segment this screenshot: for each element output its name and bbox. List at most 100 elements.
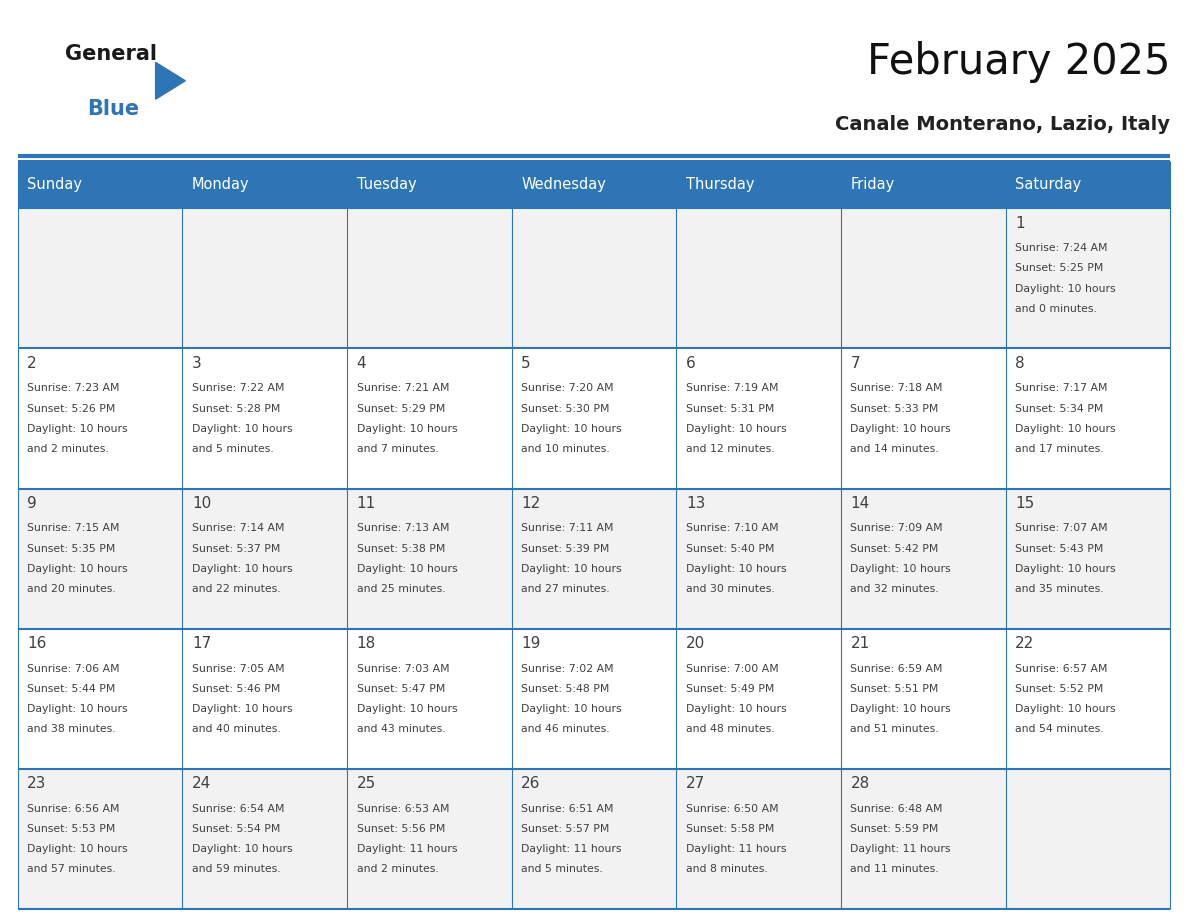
Text: Sunset: 5:25 PM: Sunset: 5:25 PM bbox=[1015, 263, 1104, 274]
Text: 10: 10 bbox=[192, 496, 211, 511]
Bar bbox=[512, 161, 676, 208]
Text: and 35 minutes.: and 35 minutes. bbox=[1015, 584, 1104, 594]
Bar bbox=[676, 208, 841, 349]
Text: Sunset: 5:30 PM: Sunset: 5:30 PM bbox=[522, 404, 609, 413]
Bar bbox=[841, 768, 1005, 909]
Text: Sunrise: 7:21 AM: Sunrise: 7:21 AM bbox=[356, 384, 449, 393]
Text: 15: 15 bbox=[1015, 496, 1035, 511]
Text: Daylight: 10 hours: Daylight: 10 hours bbox=[685, 424, 786, 433]
Text: Sunrise: 7:07 AM: Sunrise: 7:07 AM bbox=[1015, 523, 1107, 533]
Bar bbox=[1005, 161, 1170, 208]
Text: 16: 16 bbox=[27, 636, 46, 651]
Text: 13: 13 bbox=[685, 496, 706, 511]
Text: General: General bbox=[65, 44, 157, 64]
Text: Sunrise: 6:56 AM: Sunrise: 6:56 AM bbox=[27, 803, 120, 813]
Text: and 17 minutes.: and 17 minutes. bbox=[1015, 444, 1104, 453]
Bar bbox=[841, 629, 1005, 768]
Text: and 30 minutes.: and 30 minutes. bbox=[685, 584, 775, 594]
Text: Sunrise: 7:23 AM: Sunrise: 7:23 AM bbox=[27, 384, 120, 393]
Text: 3: 3 bbox=[192, 356, 202, 371]
Text: Sunset: 5:57 PM: Sunset: 5:57 PM bbox=[522, 823, 609, 834]
Text: Sunrise: 7:13 AM: Sunrise: 7:13 AM bbox=[356, 523, 449, 533]
Bar bbox=[347, 768, 512, 909]
Text: and 27 minutes.: and 27 minutes. bbox=[522, 584, 609, 594]
Bar bbox=[347, 161, 512, 208]
Text: 9: 9 bbox=[27, 496, 37, 511]
Text: Sunset: 5:58 PM: Sunset: 5:58 PM bbox=[685, 823, 775, 834]
Text: 21: 21 bbox=[851, 636, 870, 651]
Text: Daylight: 10 hours: Daylight: 10 hours bbox=[27, 424, 128, 433]
Text: Sunrise: 7:19 AM: Sunrise: 7:19 AM bbox=[685, 384, 778, 393]
Text: Sunset: 5:47 PM: Sunset: 5:47 PM bbox=[356, 684, 446, 694]
Text: Sunrise: 7:14 AM: Sunrise: 7:14 AM bbox=[192, 523, 284, 533]
Text: Sunrise: 7:09 AM: Sunrise: 7:09 AM bbox=[851, 523, 943, 533]
Bar bbox=[18, 161, 183, 208]
Text: Daylight: 10 hours: Daylight: 10 hours bbox=[356, 424, 457, 433]
Text: Sunset: 5:42 PM: Sunset: 5:42 PM bbox=[851, 543, 939, 554]
Text: and 2 minutes.: and 2 minutes. bbox=[27, 444, 109, 453]
Text: Daylight: 10 hours: Daylight: 10 hours bbox=[356, 704, 457, 714]
Text: Daylight: 10 hours: Daylight: 10 hours bbox=[27, 704, 128, 714]
Text: and 43 minutes.: and 43 minutes. bbox=[356, 724, 446, 734]
Text: and 51 minutes.: and 51 minutes. bbox=[851, 724, 939, 734]
Text: Sunset: 5:35 PM: Sunset: 5:35 PM bbox=[27, 543, 115, 554]
Text: and 25 minutes.: and 25 minutes. bbox=[356, 584, 446, 594]
Text: Sunset: 5:38 PM: Sunset: 5:38 PM bbox=[356, 543, 446, 554]
Bar bbox=[512, 349, 676, 488]
Text: Sunset: 5:52 PM: Sunset: 5:52 PM bbox=[1015, 684, 1104, 694]
Text: Sunset: 5:48 PM: Sunset: 5:48 PM bbox=[522, 684, 609, 694]
Text: Sunrise: 6:54 AM: Sunrise: 6:54 AM bbox=[192, 803, 284, 813]
Bar bbox=[1005, 488, 1170, 629]
Text: Sunset: 5:43 PM: Sunset: 5:43 PM bbox=[1015, 543, 1104, 554]
Text: 19: 19 bbox=[522, 636, 541, 651]
Text: 25: 25 bbox=[356, 776, 375, 791]
Bar bbox=[676, 349, 841, 488]
Text: 1: 1 bbox=[1015, 216, 1025, 230]
Text: February 2025: February 2025 bbox=[867, 41, 1170, 84]
Text: and 5 minutes.: and 5 minutes. bbox=[522, 864, 604, 874]
Text: Daylight: 10 hours: Daylight: 10 hours bbox=[685, 704, 786, 714]
Text: Thursday: Thursday bbox=[685, 177, 754, 192]
Text: and 8 minutes.: and 8 minutes. bbox=[685, 864, 767, 874]
Text: and 54 minutes.: and 54 minutes. bbox=[1015, 724, 1104, 734]
Text: Sunrise: 7:05 AM: Sunrise: 7:05 AM bbox=[192, 664, 285, 674]
Text: Daylight: 10 hours: Daylight: 10 hours bbox=[1015, 424, 1116, 433]
Text: Sunrise: 6:48 AM: Sunrise: 6:48 AM bbox=[851, 803, 943, 813]
Bar bbox=[1005, 208, 1170, 349]
Text: Sunset: 5:59 PM: Sunset: 5:59 PM bbox=[851, 823, 939, 834]
Text: Sunset: 5:31 PM: Sunset: 5:31 PM bbox=[685, 404, 775, 413]
Bar bbox=[183, 488, 347, 629]
Text: 8: 8 bbox=[1015, 356, 1025, 371]
Text: Sunrise: 6:50 AM: Sunrise: 6:50 AM bbox=[685, 803, 778, 813]
Text: Sunrise: 7:18 AM: Sunrise: 7:18 AM bbox=[851, 384, 943, 393]
Text: Daylight: 10 hours: Daylight: 10 hours bbox=[851, 424, 952, 433]
Text: and 14 minutes.: and 14 minutes. bbox=[851, 444, 939, 453]
Text: Daylight: 10 hours: Daylight: 10 hours bbox=[522, 424, 621, 433]
Bar bbox=[841, 488, 1005, 629]
Bar bbox=[512, 629, 676, 768]
Text: 5: 5 bbox=[522, 356, 531, 371]
Text: Daylight: 10 hours: Daylight: 10 hours bbox=[356, 564, 457, 574]
Text: 6: 6 bbox=[685, 356, 695, 371]
Bar bbox=[841, 161, 1005, 208]
Bar bbox=[676, 629, 841, 768]
Text: Sunrise: 6:59 AM: Sunrise: 6:59 AM bbox=[851, 664, 943, 674]
Text: Sunset: 5:26 PM: Sunset: 5:26 PM bbox=[27, 404, 115, 413]
Bar bbox=[1005, 349, 1170, 488]
Text: Saturday: Saturday bbox=[1015, 177, 1081, 192]
Text: Daylight: 11 hours: Daylight: 11 hours bbox=[356, 844, 457, 854]
Text: Daylight: 10 hours: Daylight: 10 hours bbox=[27, 844, 128, 854]
Text: Sunrise: 7:02 AM: Sunrise: 7:02 AM bbox=[522, 664, 614, 674]
Text: 23: 23 bbox=[27, 776, 46, 791]
Text: Sunday: Sunday bbox=[27, 177, 82, 192]
Text: Sunrise: 7:06 AM: Sunrise: 7:06 AM bbox=[27, 664, 120, 674]
Text: Daylight: 10 hours: Daylight: 10 hours bbox=[192, 424, 292, 433]
Bar bbox=[1005, 629, 1170, 768]
Text: and 10 minutes.: and 10 minutes. bbox=[522, 444, 609, 453]
Text: Daylight: 10 hours: Daylight: 10 hours bbox=[192, 844, 292, 854]
Text: Daylight: 10 hours: Daylight: 10 hours bbox=[1015, 284, 1116, 294]
Bar bbox=[676, 161, 841, 208]
Polygon shape bbox=[156, 62, 185, 99]
Bar bbox=[18, 629, 183, 768]
Text: Daylight: 10 hours: Daylight: 10 hours bbox=[851, 564, 952, 574]
